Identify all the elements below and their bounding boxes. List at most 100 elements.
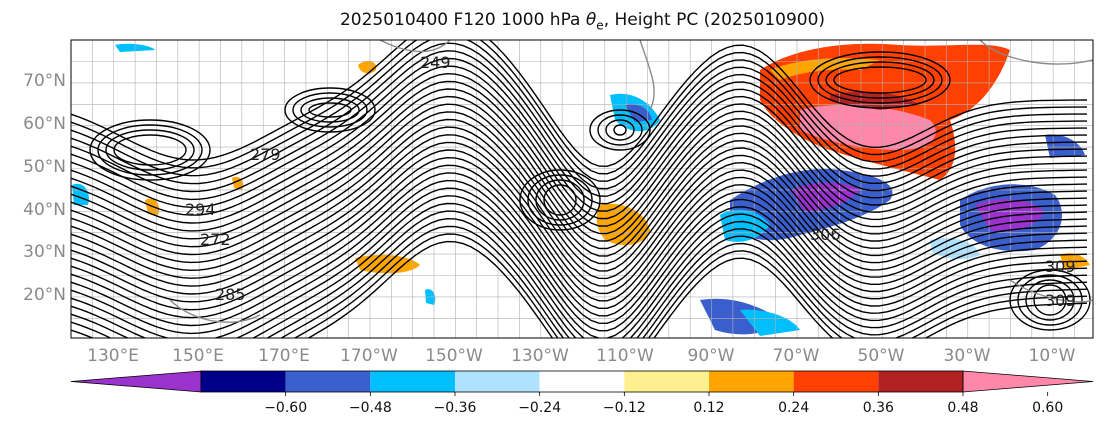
contour-label-272: 272 [200, 230, 231, 249]
contour-label-306: 306 [810, 225, 841, 244]
height-contour [71, 210, 1088, 338]
lat-label-20n: 20°N [23, 285, 66, 305]
title-suffix: , Height PC (2025010900) [603, 10, 826, 30]
height-contour [71, 233, 1088, 338]
height-contour [71, 156, 1088, 303]
colorbar-extend-high [962, 370, 1094, 393]
colorbar-segment [285, 371, 371, 392]
contour-label-279: 279 [250, 145, 281, 164]
colorbar-tick-label: −0.60 [264, 400, 307, 416]
height-contour [71, 126, 1088, 272]
lon-label-30w: 30°W [944, 346, 991, 366]
height-contour-loop [825, 61, 935, 99]
contour-label-309b: 309 [1045, 291, 1076, 310]
contour-label-309a: 309 [1045, 257, 1076, 276]
height-contour-loop [284, 87, 376, 133]
height-contour-loop [1009, 269, 1091, 331]
colorbar-tick-label: 0.60 [1032, 400, 1063, 416]
colorbar-segment [878, 371, 963, 392]
contour-label-group: 249 279 294 272 306 309 309 285 [185, 53, 1076, 310]
height-contour [71, 57, 1087, 205]
colorbar-tick-label: −0.48 [349, 400, 392, 416]
height-contour-loop [589, 109, 651, 151]
colorbar-tick-label: 0.12 [693, 400, 724, 416]
colorbar-segment [455, 371, 540, 392]
colorbar: −0.60 −0.48 −0.36 −0.24 −0.12 0.12 0.24 0.36 0.4… [70, 370, 1094, 416]
height-contour [71, 195, 1088, 338]
contour-lines [71, 40, 1091, 338]
shade-negative-cyan-caribbean [740, 309, 800, 336]
lon-label-130e: 130°E [87, 346, 139, 366]
height-contour-loop [105, 129, 195, 171]
title-symbol: θ [585, 10, 597, 30]
height-contour-loop [613, 124, 627, 136]
contour-label-294: 294 [185, 200, 216, 219]
lat-axis: 70°N 60°N 50°N 40°N 30°N 20°N [23, 71, 66, 305]
lon-label-90w: 90°W [688, 346, 735, 366]
lon-label-10w: 10°W [1029, 346, 1076, 366]
height-contour-loop [89, 119, 211, 181]
lon-label-110w: 110°W [596, 346, 654, 366]
colorbar-segment [793, 371, 879, 392]
height-contour [71, 40, 1088, 168]
colorbar-tick-label: −0.36 [434, 400, 477, 416]
colorbar-segment [709, 371, 794, 392]
lat-label-30n: 30°N [23, 242, 66, 262]
height-contour [71, 149, 1088, 295]
height-contour-loop [597, 114, 643, 146]
height-contour [71, 134, 1088, 280]
lat-label-70n: 70°N [23, 71, 66, 91]
height-contour [71, 80, 1088, 227]
height-contour [71, 40, 1088, 175]
plot-title: 2025010400 F120 1000 hPa θe, Height PC (… [0, 10, 1105, 32]
height-contour-loop [300, 97, 360, 123]
lon-label-150e: 150°E [172, 346, 224, 366]
map-frame [70, 39, 1094, 339]
height-contour [71, 111, 1088, 257]
lon-label-170w: 170°W [340, 346, 398, 366]
shading-layer [72, 43, 1090, 336]
height-contour-loop [809, 51, 951, 109]
contour-label-249: 249 [420, 53, 451, 72]
lon-label-130w: 130°W [511, 346, 569, 366]
height-contour [71, 95, 1088, 242]
height-contour-loop [1025, 279, 1075, 321]
height-contour [71, 103, 1088, 250]
height-contour-loop [1033, 284, 1067, 316]
height-contour-loop [97, 124, 203, 176]
height-contour [71, 65, 1087, 212]
lon-label-150w: 150°W [425, 346, 483, 366]
height-contour-loop [817, 56, 943, 104]
colorbar-tick-label: −0.24 [518, 400, 561, 416]
lat-label-40n: 40°N [23, 200, 66, 220]
height-contour [71, 217, 1088, 338]
height-contour [71, 42, 1087, 190]
height-contour-loop [113, 134, 187, 166]
height-contour-loop [535, 179, 585, 221]
colorbar-segment [539, 371, 625, 392]
colorbar-tick-label: 0.48 [947, 400, 978, 416]
shade-negative-dark-labrador [625, 104, 652, 122]
height-contour [71, 50, 1087, 197]
height-contour-loop [519, 169, 601, 231]
colorbar-segment [624, 371, 709, 392]
colorbar-tick-label: 0.24 [778, 400, 809, 416]
shade-positive-pink [800, 104, 936, 150]
height-contour-loop [543, 184, 577, 216]
height-contour [71, 88, 1088, 235]
height-contour-loop [605, 119, 635, 141]
height-contour [71, 202, 1088, 338]
height-contour [71, 164, 1088, 311]
lon-label-170e: 170°E [258, 346, 310, 366]
colorbar-outline [200, 370, 964, 393]
height-contour [71, 179, 1088, 327]
height-contour-loop [833, 66, 927, 94]
lat-label-50n: 50°N [23, 157, 66, 177]
height-contour [71, 172, 1088, 319]
shade-negative-baffin [1045, 134, 1085, 158]
height-contour-loop [1017, 274, 1083, 326]
lon-label-70w: 70°W [773, 346, 820, 366]
colorbar-tick-label: 0.36 [863, 400, 894, 416]
height-contour [71, 225, 1088, 338]
